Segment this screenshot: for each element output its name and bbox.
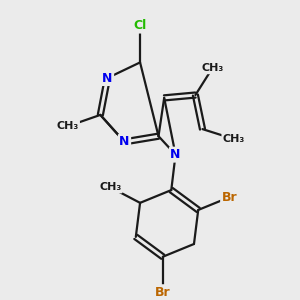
Text: Cl: Cl [134, 19, 147, 32]
Text: N: N [170, 148, 181, 161]
Text: N: N [119, 135, 130, 148]
Text: CH₃: CH₃ [201, 63, 224, 73]
Text: Br: Br [222, 191, 237, 204]
Text: CH₃: CH₃ [223, 134, 245, 144]
Text: Br: Br [155, 286, 171, 299]
Text: N: N [102, 71, 112, 85]
Text: CH₃: CH₃ [99, 182, 122, 192]
Text: CH₃: CH₃ [57, 121, 79, 131]
